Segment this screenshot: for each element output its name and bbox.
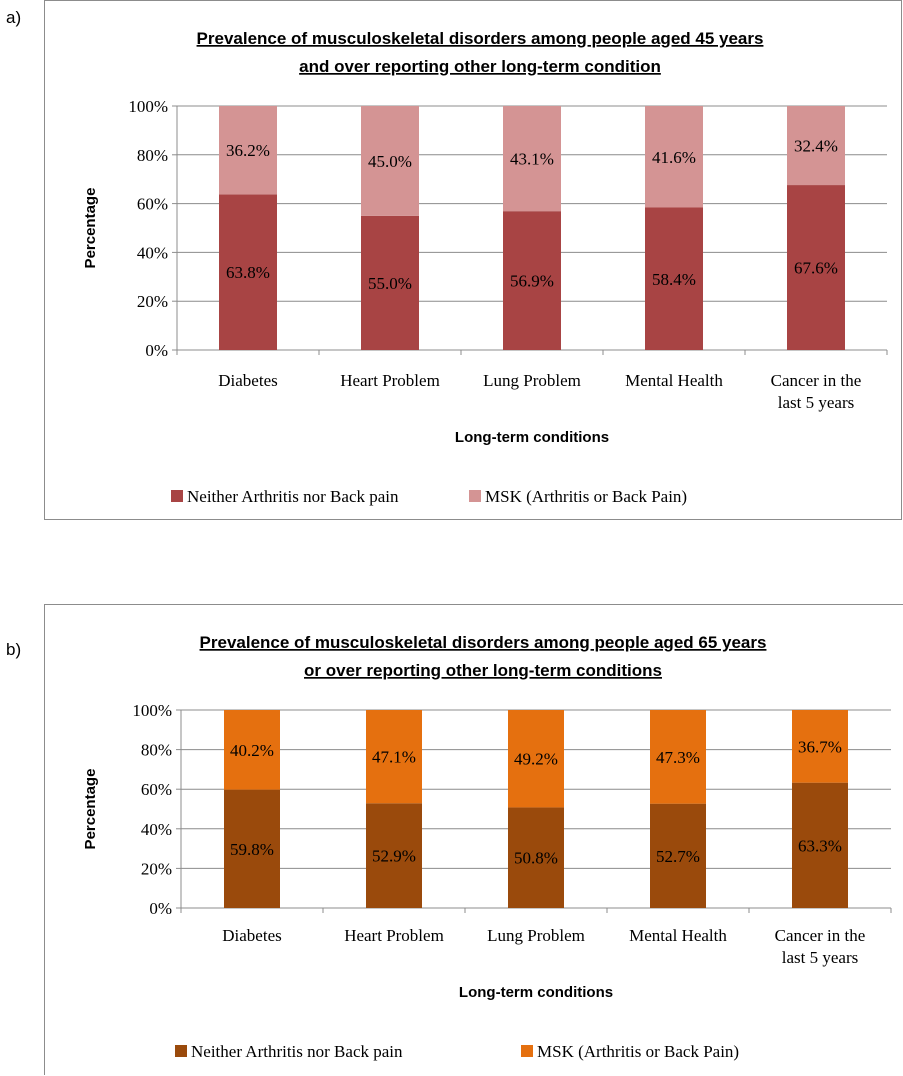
data-label: 43.1%: [510, 150, 554, 169]
y-tick-label: 20%: [137, 292, 168, 311]
data-label: 58.4%: [652, 270, 696, 289]
legend-label-neither: Neither Arthritis nor Back pain: [191, 1042, 403, 1061]
bar-neither: [787, 185, 845, 350]
y-tick-label: 0%: [145, 341, 168, 360]
bar-msk: [503, 106, 561, 212]
y-tick-label: 100%: [132, 701, 172, 720]
data-label: 47.3%: [656, 748, 700, 767]
x-category-label: Heart Problem: [340, 371, 440, 390]
x-axis-title: Long-term conditions: [455, 429, 609, 446]
data-label: 36.7%: [798, 737, 842, 756]
bar-msk: [366, 710, 422, 804]
bar-neither: [503, 211, 561, 350]
y-tick-label: 60%: [141, 780, 172, 799]
bar-neither: [366, 803, 422, 908]
bar-neither: [508, 807, 564, 908]
data-label: 67.6%: [794, 259, 838, 278]
x-axis-title: Long-term conditions: [459, 984, 613, 1001]
data-label: 45.0%: [368, 152, 412, 171]
data-label: 47.1%: [372, 748, 416, 767]
bar-msk: [219, 106, 277, 195]
data-label: 63.8%: [226, 263, 270, 282]
legend-label-msk: MSK (Arthritis or Back Pain): [485, 487, 687, 506]
bar-neither: [792, 782, 848, 908]
data-label: 63.3%: [798, 836, 842, 855]
data-label: 56.9%: [510, 272, 554, 291]
legend-label-msk: MSK (Arthritis or Back Pain): [537, 1042, 739, 1061]
data-label: 41.6%: [652, 148, 696, 167]
data-label: 55.0%: [368, 274, 412, 293]
data-label: 32.4%: [794, 137, 838, 156]
bar-msk: [508, 710, 564, 808]
legend-swatch-msk: [469, 490, 481, 502]
bar-msk: [792, 710, 848, 783]
bar-msk: [650, 710, 706, 804]
y-tick-label: 0%: [149, 899, 172, 918]
x-category-label: last 5 years: [782, 948, 858, 967]
x-category-label: Mental Health: [625, 371, 723, 390]
y-axis-title: Percentage: [82, 188, 99, 269]
chart-title-line1: Prevalence of musculoskeletal disorders …: [197, 29, 764, 48]
bar-neither: [650, 803, 706, 908]
x-category-label: Diabetes: [218, 371, 277, 390]
data-label: 40.2%: [230, 741, 274, 760]
chart-a-frame: Prevalence of musculoskeletal disorders …: [44, 0, 902, 520]
data-label: 36.2%: [226, 141, 270, 160]
legend-swatch-neither: [171, 490, 183, 502]
y-tick-label: 80%: [141, 741, 172, 760]
y-tick-label: 60%: [137, 195, 168, 214]
y-axis-title: Percentage: [82, 769, 99, 850]
x-category-label: Lung Problem: [483, 371, 581, 390]
bar-msk: [645, 106, 703, 208]
panel-label-b: b): [6, 640, 22, 659]
y-tick-label: 40%: [137, 243, 168, 262]
y-tick-label: 40%: [141, 820, 172, 839]
panel-label-a: a): [6, 8, 22, 27]
x-category-label: Heart Problem: [344, 926, 444, 945]
bar-msk: [224, 710, 280, 790]
chart-a: Prevalence of musculoskeletal disorders …: [82, 29, 888, 506]
chart-title-line2: or over reporting other long-term condit…: [304, 661, 662, 680]
y-tick-label: 80%: [137, 146, 168, 165]
data-label: 50.8%: [514, 849, 558, 868]
data-label: 49.2%: [514, 750, 558, 769]
chart-b-frame: Prevalence of musculoskeletal disorders …: [44, 604, 903, 1075]
x-category-label: Diabetes: [222, 926, 281, 945]
legend-swatch-msk: [521, 1045, 533, 1057]
bar-neither: [645, 207, 703, 350]
bar-neither: [361, 215, 419, 350]
bar-neither: [219, 194, 277, 350]
data-label: 59.8%: [230, 840, 274, 859]
chart-b: Prevalence of musculoskeletal disorders …: [82, 633, 892, 1061]
chart-title-line2: and over reporting other long-term condi…: [299, 57, 661, 76]
data-label: 52.9%: [372, 847, 416, 866]
y-tick-label: 100%: [128, 97, 168, 116]
bar-neither: [224, 789, 280, 908]
chart-title-line1: Prevalence of musculoskeletal disorders …: [200, 633, 767, 652]
x-category-label: Lung Problem: [487, 926, 585, 945]
x-category-label: Cancer in the: [775, 926, 866, 945]
legend-swatch-neither: [175, 1045, 187, 1057]
x-category-label: last 5 years: [778, 393, 854, 412]
x-category-label: Mental Health: [629, 926, 727, 945]
bar-msk: [787, 106, 845, 186]
legend-label-neither: Neither Arthritis nor Back pain: [187, 487, 399, 506]
bar-msk: [361, 106, 419, 216]
y-tick-label: 20%: [141, 859, 172, 878]
data-label: 52.7%: [656, 847, 700, 866]
x-category-label: Cancer in the: [771, 371, 862, 390]
